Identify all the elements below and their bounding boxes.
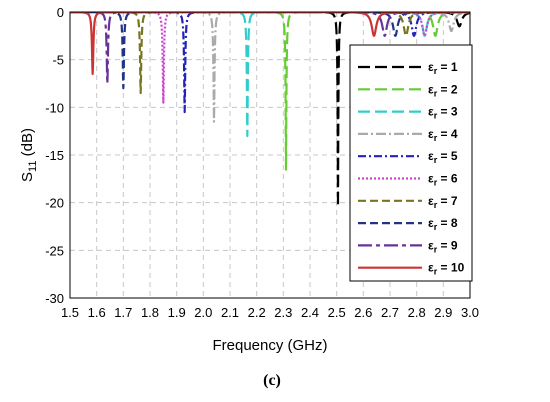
legend-epsilon-subscript: r — [434, 178, 438, 188]
legend-epsilon-subscript: r — [434, 155, 438, 165]
x-tick-label: 2.5 — [328, 305, 346, 320]
legend-epsilon-subscript: r — [434, 200, 438, 210]
x-tick-label: 2.0 — [194, 305, 212, 320]
y-tick-label: -15 — [45, 148, 64, 163]
legend: εr = 1εr = 2εr = 3εr = 4εr = 5εr = 6εr =… — [349, 44, 473, 282]
legend-epsilon-symbol: ε — [428, 105, 434, 119]
x-tick-label: 1.7 — [114, 305, 132, 320]
y-tick-label: -30 — [45, 291, 64, 306]
x-tick-label: 2.4 — [301, 305, 319, 320]
legend-epsilon-symbol: ε — [428, 216, 434, 230]
legend-epsilon-symbol: ε — [428, 172, 434, 186]
legend-series-name: = 6 — [437, 172, 458, 186]
legend-epsilon-subscript: r — [434, 267, 438, 277]
y-tick-label: -25 — [45, 243, 64, 258]
legend-label-er-10: εr = 10 — [428, 261, 465, 277]
legend-series-name: = 7 — [437, 194, 458, 208]
legend-epsilon-subscript: r — [434, 111, 438, 121]
legend-epsilon-subscript: r — [434, 133, 438, 143]
x-axis-title: Frequency (GHz) — [212, 337, 327, 354]
x-tick-label: 2.8 — [408, 305, 426, 320]
y-axis-title-sub: 11 — [27, 161, 39, 172]
y-tick-label: -10 — [45, 100, 64, 115]
x-tick-label: 2.9 — [434, 305, 452, 320]
x-tick-label: 2.3 — [274, 305, 292, 320]
legend-label-er-7: εr = 7 — [428, 194, 458, 210]
y-axis-title: S11 (dB) — [19, 128, 39, 182]
legend-series-name: = 1 — [437, 60, 458, 74]
legend-label-er-3: εr = 3 — [428, 105, 458, 121]
x-tick-label: 1.9 — [168, 305, 186, 320]
x-tick-label: 1.5 — [61, 305, 79, 320]
legend-label-er-5: εr = 5 — [428, 149, 458, 165]
legend-epsilon-subscript: r — [434, 244, 438, 254]
x-tick-label: 2.2 — [248, 305, 266, 320]
legend-epsilon-symbol: ε — [428, 82, 434, 96]
legend-epsilon-subscript: r — [434, 88, 438, 98]
x-tick-label: 1.8 — [141, 305, 159, 320]
legend-series-name: = 3 — [437, 105, 458, 119]
x-tick-label: 2.1 — [221, 305, 239, 320]
legend-epsilon-symbol: ε — [428, 127, 434, 141]
x-tick-label: 2.6 — [354, 305, 372, 320]
legend-epsilon-symbol: ε — [428, 149, 434, 163]
legend-series-name: = 4 — [437, 127, 458, 141]
legend-epsilon-subscript: r — [434, 66, 438, 76]
legend-series-name: = 10 — [437, 261, 464, 275]
legend-label-er-4: εr = 4 — [428, 127, 458, 143]
legend-label-er-1: εr = 1 — [428, 60, 458, 76]
y-tick-label: -20 — [45, 196, 64, 211]
legend-label-er-6: εr = 6 — [428, 172, 458, 188]
y-tick-label: -5 — [52, 53, 64, 68]
legend-series-name: = 9 — [437, 238, 458, 252]
x-tick-label: 3.0 — [461, 305, 479, 320]
y-axis-title-unit: (dB) — [19, 128, 36, 161]
legend-series-name: = 8 — [437, 216, 458, 230]
legend-epsilon-symbol: ε — [428, 194, 434, 208]
y-tick-label: 0 — [57, 5, 64, 20]
y-tick-labels: 0 -5 -10 -15 -20 -25 -30 — [45, 5, 64, 306]
legend-box — [349, 44, 473, 282]
y-axis-title-main: S — [19, 172, 36, 182]
legend-epsilon-symbol: ε — [428, 261, 434, 275]
legend-label-er-9: εr = 9 — [428, 238, 458, 254]
x-tick-labels: 1.5 1.6 1.7 1.8 1.9 2.0 2.1 2.2 2.3 2.4 2.5 2.6 2.7 2… — [61, 305, 479, 320]
legend-label-er-8: εr = 8 — [428, 216, 458, 232]
legend-items: εr = 1εr = 2εr = 3εr = 4εr = 5εr = 6εr =… — [358, 60, 465, 277]
legend-series-name: = 5 — [437, 149, 458, 163]
x-tick-label: 1.6 — [88, 305, 106, 320]
x-tick-label: 2.7 — [381, 305, 399, 320]
legend-label-er-2: εr = 2 — [428, 82, 458, 98]
legend-epsilon-symbol: ε — [428, 60, 434, 74]
legend-series-name: = 2 — [437, 82, 458, 96]
legend-epsilon-symbol: ε — [428, 238, 434, 252]
figure-caption: (c) — [263, 372, 281, 389]
legend-epsilon-subscript: r — [434, 222, 438, 232]
